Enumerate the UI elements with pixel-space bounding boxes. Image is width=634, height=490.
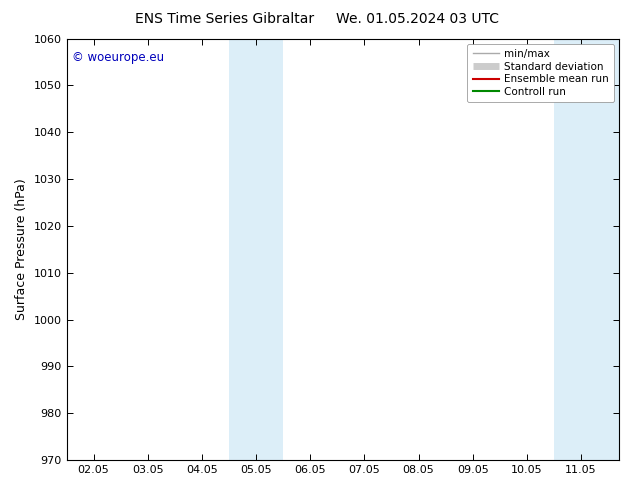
Bar	[229, 39, 283, 460]
Legend: min/max, Standard deviation, Ensemble mean run, Controll run: min/max, Standard deviation, Ensemble me…	[467, 44, 614, 102]
Text: © woeurope.eu: © woeurope.eu	[72, 51, 164, 64]
Bar	[554, 39, 619, 460]
Y-axis label: Surface Pressure (hPa): Surface Pressure (hPa)	[15, 178, 28, 320]
Text: ENS Time Series Gibraltar     We. 01.05.2024 03 UTC: ENS Time Series Gibraltar We. 01.05.2024…	[135, 12, 499, 26]
